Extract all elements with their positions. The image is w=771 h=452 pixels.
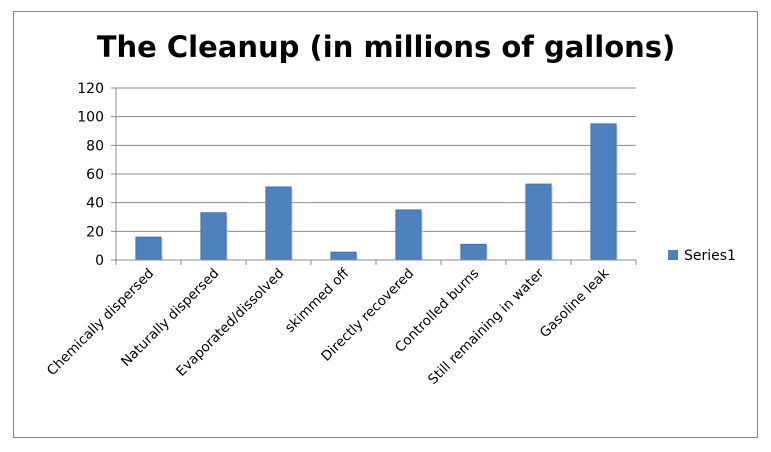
bar: [460, 243, 487, 261]
y-tick-label: 100: [77, 110, 104, 126]
chart-frame: [13, 11, 758, 438]
axes: [115, 88, 637, 265]
bar: [395, 209, 422, 261]
x-tick-label: Gasoline leak: [537, 265, 613, 341]
y-tick-label: 60: [86, 167, 104, 183]
y-tick-labels: 0 20 40 60 80 100 120: [77, 81, 104, 269]
bar: [330, 251, 357, 261]
y-tick-label: 20: [86, 224, 104, 240]
bar: [200, 212, 227, 261]
legend-swatch: [668, 250, 678, 260]
bars: [135, 123, 619, 261]
x-tick-label: Still remaining in water: [425, 265, 548, 388]
y-tick-label: 80: [86, 138, 104, 154]
bar: [135, 236, 162, 261]
y-tick-label: 120: [77, 81, 104, 97]
x-tick-label: skimmed off: [282, 265, 353, 336]
y-tick-label: 40: [86, 196, 104, 212]
x-tick-label: Chemically dispersed: [44, 266, 157, 379]
x-tick-label: Evaporated/dissolved: [173, 266, 287, 380]
legend-label: Series1: [684, 248, 736, 264]
y-tick-label: 0: [95, 253, 104, 269]
bar: [265, 186, 292, 261]
bar: [525, 183, 552, 261]
chart-title: The Cleanup (in millions of gallons): [97, 30, 676, 64]
gridlines: [111, 87, 636, 261]
bar: [590, 123, 617, 261]
legend: Series1: [668, 248, 736, 264]
